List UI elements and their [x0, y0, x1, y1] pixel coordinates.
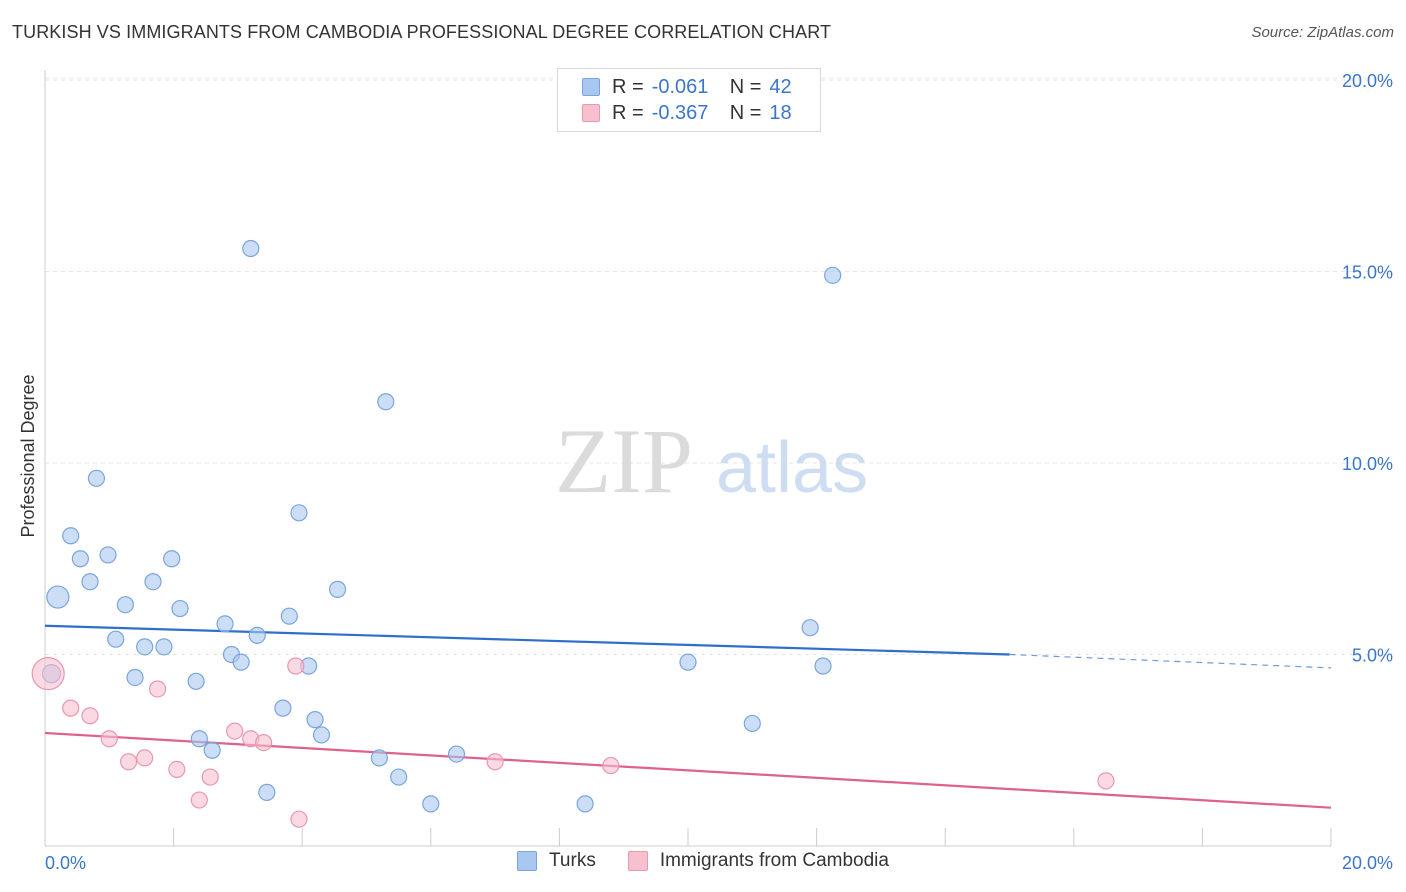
- turks-point: [370, 749, 388, 767]
- stats-row-cambodia: R = -0.367 N = 18: [582, 101, 792, 125]
- legend-item-turks[interactable]: Turks: [517, 850, 596, 872]
- cambodia-point: [602, 756, 620, 775]
- watermark-zip: ZIP: [555, 410, 693, 512]
- cambodia-point: [148, 680, 167, 698]
- turks-point: [422, 795, 440, 813]
- y-tick-label: 15.0%: [1342, 263, 1393, 283]
- y-tick-label: 5.0%: [1352, 646, 1393, 666]
- turks-point: [216, 615, 234, 633]
- turks-point: [116, 596, 134, 614]
- turks-point: [46, 585, 70, 609]
- tick-labels: 5.0% 10.0% 15.0% 20.0% 0.0% 20.0%: [45, 71, 1393, 873]
- y-tick-label: 20.0%: [1342, 71, 1393, 91]
- cambodia-point: [31, 657, 65, 691]
- cambodia-point: [119, 753, 138, 771]
- turks-trend-extension: [1009, 653, 1332, 669]
- cambodia-point: [226, 722, 244, 740]
- turks-point: [306, 711, 324, 729]
- n-value: 42: [769, 75, 792, 98]
- turks-point: [377, 393, 395, 411]
- turks-point: [447, 745, 466, 763]
- turks-point: [328, 580, 347, 598]
- grid-lines: [45, 77, 1392, 655]
- y-tick-label: 10.0%: [1342, 454, 1393, 474]
- turks-point: [576, 795, 594, 813]
- n-label: N =: [729, 101, 762, 124]
- stats-legend: R = -0.061 N = 42 R = -0.367 N = 18: [557, 68, 821, 132]
- r-label: R =: [612, 101, 644, 124]
- turks-point: [280, 607, 298, 625]
- cambodia-point: [287, 657, 305, 675]
- turks-point: [71, 550, 89, 568]
- x-tick-label: 20.0%: [1342, 853, 1393, 873]
- data-points: [31, 239, 1115, 828]
- turks-point: [136, 638, 154, 656]
- turks-point: [390, 768, 408, 786]
- cambodia-point: [201, 768, 219, 786]
- cambodia-trend-line: [44, 731, 1332, 809]
- cambodia-point: [81, 707, 99, 725]
- legend-item-cambodia[interactable]: Immigrants from Cambodia: [627, 850, 889, 872]
- turks-point: [155, 638, 173, 656]
- source-label: Source: ZipAtlas.com: [1251, 24, 1394, 41]
- turks-point: [203, 741, 221, 759]
- turks-legend-swatch: [517, 851, 538, 871]
- y-axis-label: Professional Degree: [18, 374, 38, 537]
- turks-swatch: [582, 78, 600, 96]
- turks-point: [126, 668, 144, 687]
- stats-row-turks: R = -0.061 N = 42: [582, 75, 792, 99]
- cambodia-point: [255, 733, 273, 752]
- r-value: -0.367: [651, 101, 709, 124]
- turks-point: [679, 653, 697, 671]
- n-label: N =: [729, 75, 762, 98]
- axes: [44, 70, 1332, 847]
- turks-point: [107, 630, 125, 648]
- watermark: ZIP atlas: [555, 410, 868, 512]
- series-legend: Turks Immigrants from Cambodia: [0, 850, 1406, 872]
- turks-point: [187, 672, 205, 690]
- turks-point: [801, 619, 819, 637]
- cambodia-point: [62, 699, 80, 717]
- turks-point: [190, 730, 208, 748]
- turks-point: [232, 653, 250, 671]
- cambodia-point: [168, 760, 186, 779]
- watermark-atlas: atlas: [716, 428, 868, 508]
- turks-trend-line: [44, 624, 1010, 656]
- cambodia-swatch: [582, 104, 600, 122]
- r-label: R =: [612, 75, 644, 98]
- cambodia-point: [100, 730, 118, 748]
- turks-point: [99, 546, 117, 564]
- turks-point: [171, 599, 189, 618]
- n-value: 18: [769, 101, 792, 124]
- cambodia-legend-swatch: [627, 851, 648, 871]
- turks-point: [274, 699, 292, 717]
- turks-point: [248, 626, 266, 644]
- cambodia-point: [136, 749, 154, 767]
- cambodia-point: [1097, 772, 1115, 790]
- r-value: -0.061: [651, 75, 709, 98]
- cambodia-point: [190, 791, 208, 809]
- legend-label-turks: Turks: [549, 850, 596, 871]
- turks-point: [258, 783, 276, 801]
- turks-point: [87, 469, 106, 487]
- legend-label-cambodia: Immigrants from Cambodia: [659, 850, 889, 871]
- turks-point: [62, 527, 80, 545]
- cambodia-point: [290, 810, 308, 828]
- turks-point: [814, 657, 832, 675]
- turks-point: [824, 266, 842, 284]
- turks-point: [144, 573, 162, 591]
- x-tick-label: 0.0%: [45, 853, 86, 873]
- turks-point: [81, 573, 99, 591]
- turks-point: [242, 239, 260, 258]
- turks-point: [290, 504, 308, 522]
- turks-point: [163, 550, 181, 568]
- turks-point: [312, 726, 331, 744]
- chart-title: TURKISH VS IMMIGRANTS FROM CAMBODIA PROF…: [12, 22, 832, 42]
- turks-point: [743, 714, 761, 733]
- cambodia-point: [486, 753, 504, 771]
